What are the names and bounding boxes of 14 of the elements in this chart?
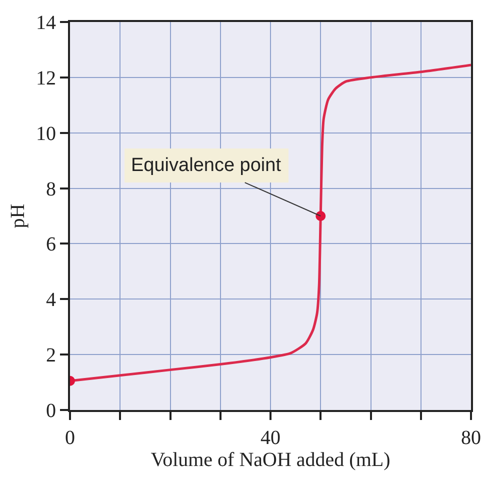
x-tick-label: 80	[461, 427, 481, 449]
x-tick-label: 0	[65, 427, 75, 449]
x-tick-label: 40	[260, 427, 280, 449]
y-tick-label: 14	[36, 12, 56, 34]
y-tick-label: 0	[46, 400, 56, 422]
annotation: Equivalence point	[131, 155, 282, 176]
y-tick-label: 10	[36, 122, 56, 145]
y-axis-title: pH	[7, 204, 29, 228]
x-axis-title: Volume of NaOH added (mL)	[150, 449, 390, 471]
y-tick-label: 4	[46, 289, 56, 312]
y-tick-label: 12	[36, 67, 56, 90]
y-tick-label: 6	[46, 234, 56, 256]
y-tick-label: 2	[46, 344, 56, 367]
y-tick-label: 8	[46, 178, 56, 200]
